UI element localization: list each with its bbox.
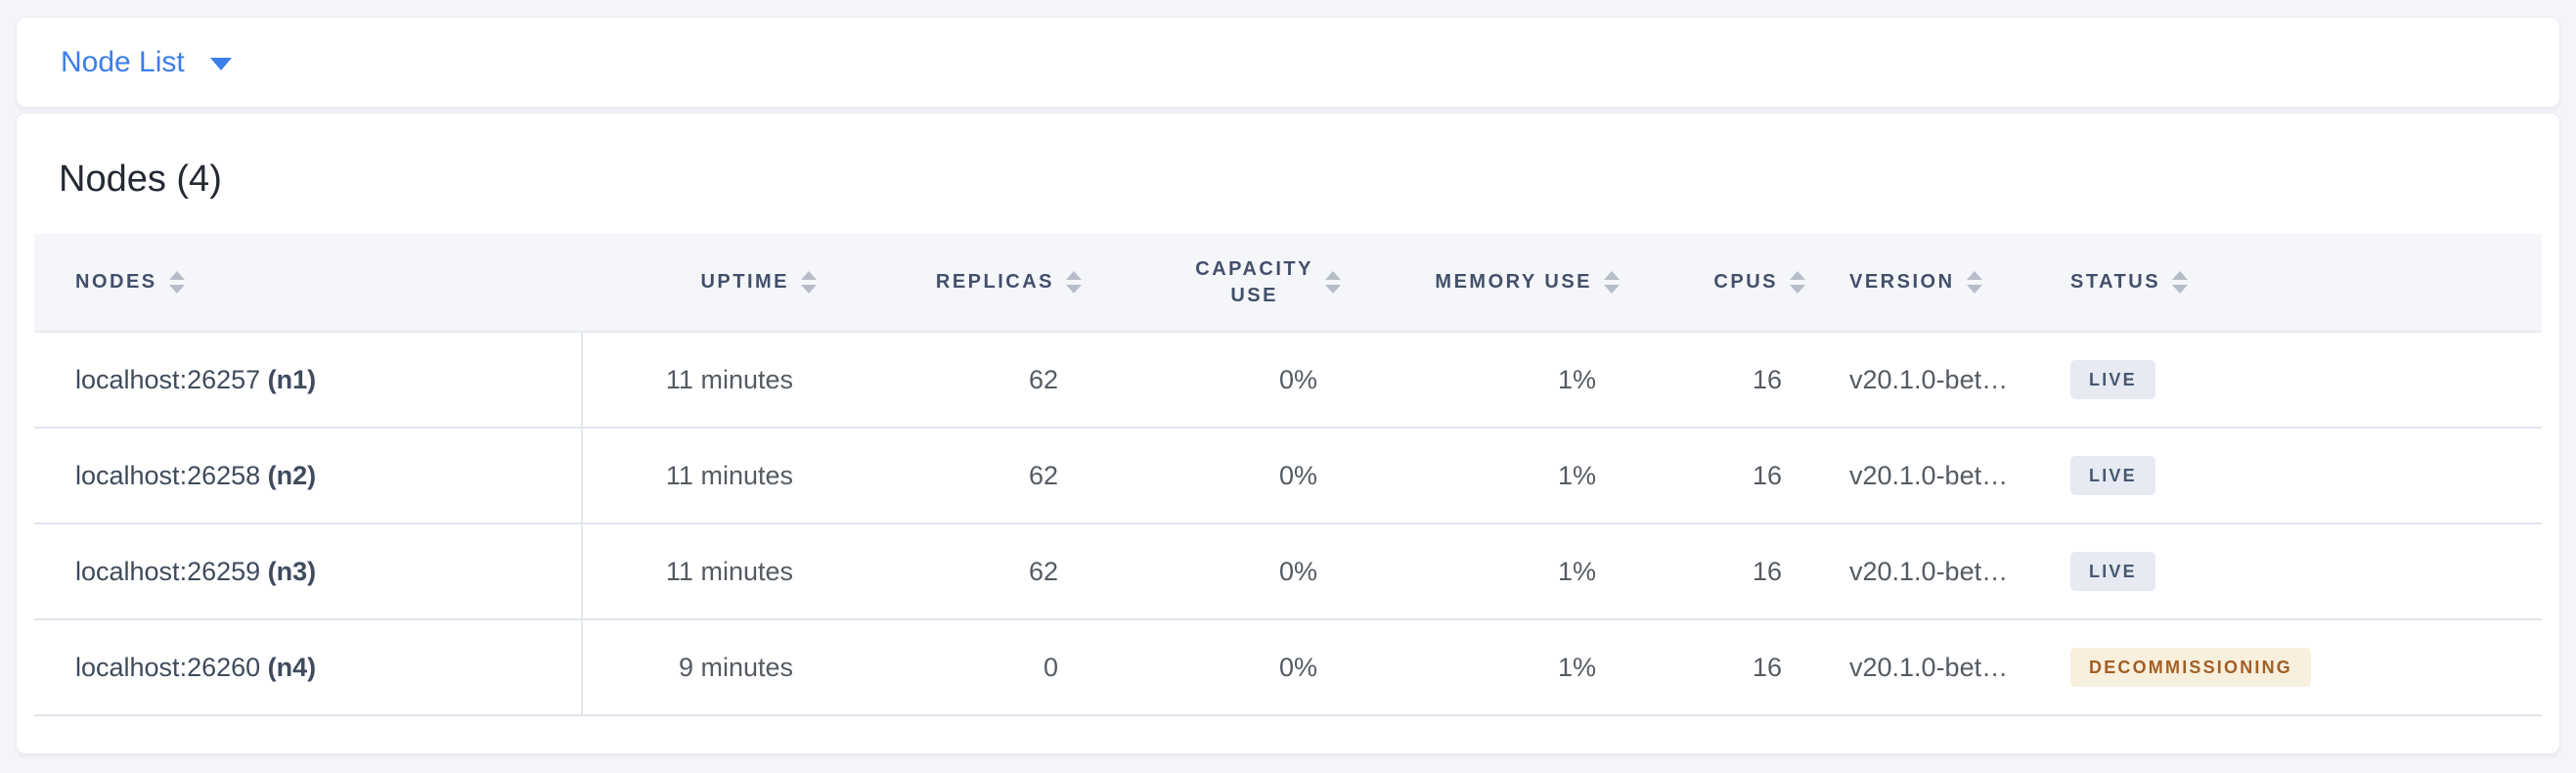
replicas-cell: 62: [817, 332, 1082, 429]
capacity-use-cell: 0%: [1082, 523, 1341, 620]
replicas-cell: 0: [817, 619, 1082, 716]
column-header-memory-use[interactable]: MEMORY USE: [1341, 234, 1620, 333]
capacity-use-cell: 0%: [1082, 428, 1341, 524]
nodes-section-title: Nodes (4): [59, 159, 222, 200]
status-badge: DECOMMISSIONING: [2070, 648, 2312, 687]
column-header-capacity-use[interactable]: CAPACITY USE: [1082, 234, 1341, 333]
table-row: localhost:26260 (n4) 9 minutes 0 0% 1% 1…: [34, 619, 2542, 716]
capacity-use-cell: 0%: [1082, 619, 1341, 716]
column-header-cpus[interactable]: CPUS: [1620, 234, 1805, 333]
sort-icon: [1325, 271, 1341, 294]
nodes-table: NODES UPTIME REPLICAS: [34, 234, 2542, 716]
memory-use-cell: 1%: [1341, 428, 1620, 524]
status-badge: LIVE: [2070, 552, 2155, 591]
version-cell: v20.1.0-bet…: [1805, 428, 2045, 524]
column-header-version[interactable]: VERSION: [1805, 234, 2045, 333]
node-address-cell: localhost:26260 (n4): [34, 619, 583, 716]
sort-icon: [1604, 271, 1620, 294]
uptime-cell: 11 minutes: [582, 332, 817, 429]
cpus-cell: 16: [1620, 428, 1805, 524]
memory-use-cell: 1%: [1341, 619, 1620, 716]
nodes-table-body: localhost:26257 (n1) 11 minutes 62 0% 1%…: [34, 332, 2542, 716]
capacity-use-cell: 0%: [1082, 332, 1341, 429]
view-selector-bar: Node List: [16, 17, 2560, 108]
replicas-cell: 62: [817, 428, 1082, 524]
caret-down-icon: [209, 57, 232, 70]
sort-icon: [168, 271, 185, 294]
memory-use-cell: 1%: [1341, 523, 1620, 620]
status-cell: DECOMMISSIONING: [2045, 619, 2542, 716]
uptime-cell: 9 minutes: [582, 619, 817, 716]
node-id: (n1): [267, 364, 317, 394]
nodes-table-header: NODES UPTIME REPLICAS: [34, 234, 2542, 333]
sort-icon: [1966, 271, 1982, 294]
node-address-cell: localhost:26257 (n1): [34, 332, 583, 429]
replicas-cell: 62: [817, 523, 1082, 620]
node-id: (n2): [267, 460, 317, 490]
sort-icon: [1066, 271, 1082, 294]
node-id: (n3): [267, 556, 317, 586]
sort-icon: [1790, 271, 1805, 294]
column-header-status[interactable]: STATUS: [2045, 234, 2542, 333]
node-id: (n4): [267, 652, 317, 682]
cpus-cell: 16: [1620, 332, 1805, 429]
cpus-cell: 16: [1620, 523, 1805, 620]
version-cell: v20.1.0-bet…: [1805, 523, 2045, 620]
version-cell: v20.1.0-bet…: [1805, 619, 2045, 716]
sort-icon: [2172, 271, 2189, 294]
uptime-cell: 11 minutes: [582, 428, 817, 524]
status-badge: LIVE: [2070, 456, 2155, 495]
column-header-nodes[interactable]: NODES: [34, 234, 582, 333]
table-row: localhost:26259 (n3) 11 minutes 62 0% 1%…: [34, 523, 2542, 620]
column-header-replicas[interactable]: REPLICAS: [817, 234, 1082, 333]
node-address-cell: localhost:26258 (n2): [34, 428, 583, 524]
cpus-cell: 16: [1620, 619, 1805, 716]
node-list-page: Node List Nodes (4) NODES: [16, 17, 2560, 754]
view-selector-label: Node List: [61, 45, 185, 78]
column-header-uptime[interactable]: UPTIME: [582, 234, 817, 333]
uptime-cell: 11 minutes: [582, 523, 817, 620]
status-cell: LIVE: [2045, 428, 2542, 524]
version-cell: v20.1.0-bet…: [1805, 332, 2045, 429]
status-badge: LIVE: [2070, 360, 2155, 399]
status-cell: LIVE: [2045, 332, 2542, 429]
status-cell: LIVE: [2045, 523, 2542, 620]
node-address-cell: localhost:26259 (n3): [34, 523, 583, 620]
sort-icon: [801, 271, 817, 294]
table-row: localhost:26258 (n2) 11 minutes 62 0% 1%…: [34, 428, 2542, 524]
memory-use-cell: 1%: [1341, 332, 1620, 429]
table-row: localhost:26257 (n1) 11 minutes 62 0% 1%…: [34, 332, 2542, 429]
nodes-card: Nodes (4) NODES UPTIME: [16, 113, 2560, 754]
view-selector-dropdown[interactable]: Node List: [61, 46, 232, 79]
